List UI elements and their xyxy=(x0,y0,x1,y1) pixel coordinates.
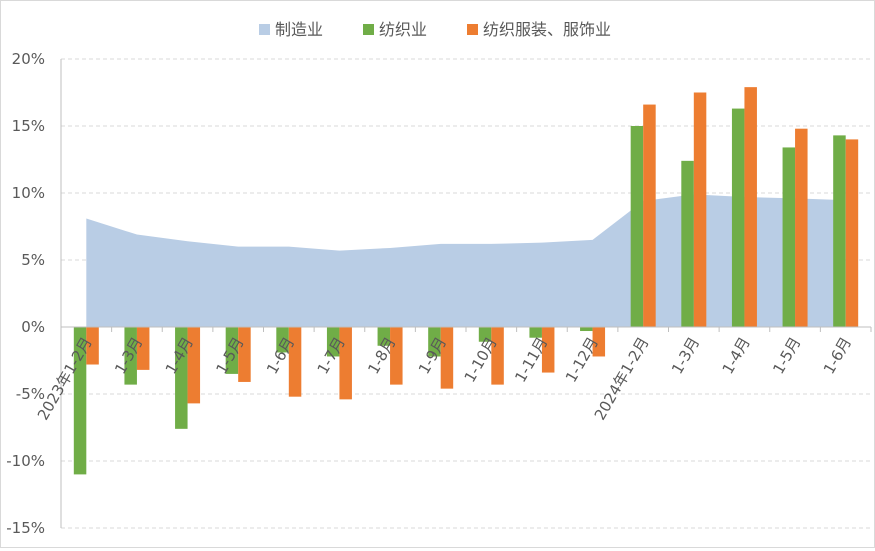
legend-label: 制造业 xyxy=(275,20,323,39)
area-manufacturing xyxy=(86,194,834,327)
bar-textile xyxy=(529,327,542,338)
area-layer xyxy=(86,194,834,327)
bar-apparel xyxy=(643,104,656,327)
x-tick-label: 1-3月 xyxy=(668,334,703,377)
x-tick-label: 2023年1-2月 xyxy=(34,334,96,423)
bar-textile xyxy=(175,327,188,429)
bar-textile xyxy=(377,327,391,346)
y-tick-label: 5% xyxy=(21,251,45,269)
bar-apparel xyxy=(592,327,606,357)
bar-apparel xyxy=(845,139,859,327)
legend-swatch xyxy=(259,24,270,35)
bar-apparel xyxy=(238,327,251,382)
bar-apparel xyxy=(440,327,454,389)
y-tick-label: 0% xyxy=(21,318,45,336)
bar-apparel xyxy=(541,327,555,373)
bar-textile xyxy=(833,135,846,327)
bar-textile xyxy=(326,327,340,357)
bar-apparel xyxy=(491,327,504,385)
legend-label: 纺织服装、服饰业 xyxy=(483,20,611,39)
x-tick-label: 1-4月 xyxy=(719,334,754,377)
x-tick-label: 1-5月 xyxy=(769,334,804,377)
bar-textile xyxy=(681,160,694,327)
y-tick-label: 20% xyxy=(12,50,45,68)
bar-textile xyxy=(478,327,492,342)
bar-textile xyxy=(225,327,239,374)
bar-apparel xyxy=(339,327,352,400)
bar-apparel xyxy=(288,327,302,397)
bar-textile xyxy=(73,327,87,475)
bar-textile xyxy=(731,108,745,327)
bar-textile xyxy=(124,327,137,385)
bar-apparel xyxy=(136,327,150,370)
legend: 制造业 纺织业 纺织服装、服饰业 xyxy=(259,20,611,39)
bar-textile xyxy=(428,327,441,357)
bars-layer xyxy=(73,87,859,475)
x-tick-label: 1-12月 xyxy=(562,334,602,385)
bar-apparel xyxy=(795,128,808,327)
x-tick-label: 1-6月 xyxy=(820,334,855,377)
bar-textile xyxy=(782,147,796,327)
y-tick-label: -5% xyxy=(16,385,45,403)
y-tick-label: -10% xyxy=(6,452,45,470)
legend-swatch xyxy=(363,24,374,35)
bar-apparel xyxy=(86,327,99,365)
y-tick-label: 10% xyxy=(12,184,45,202)
bar-apparel xyxy=(390,327,403,385)
bar-apparel xyxy=(693,92,707,327)
legend-label: 纺织业 xyxy=(379,20,427,39)
bar-apparel xyxy=(744,87,757,327)
bar-textile xyxy=(580,327,593,332)
y-tick-label: 15% xyxy=(12,117,45,135)
bar-textile xyxy=(630,126,644,327)
bar-apparel xyxy=(187,327,201,404)
y-tick-label: -15% xyxy=(6,519,45,537)
bar-textile xyxy=(276,327,289,353)
legend-swatch xyxy=(467,24,478,35)
